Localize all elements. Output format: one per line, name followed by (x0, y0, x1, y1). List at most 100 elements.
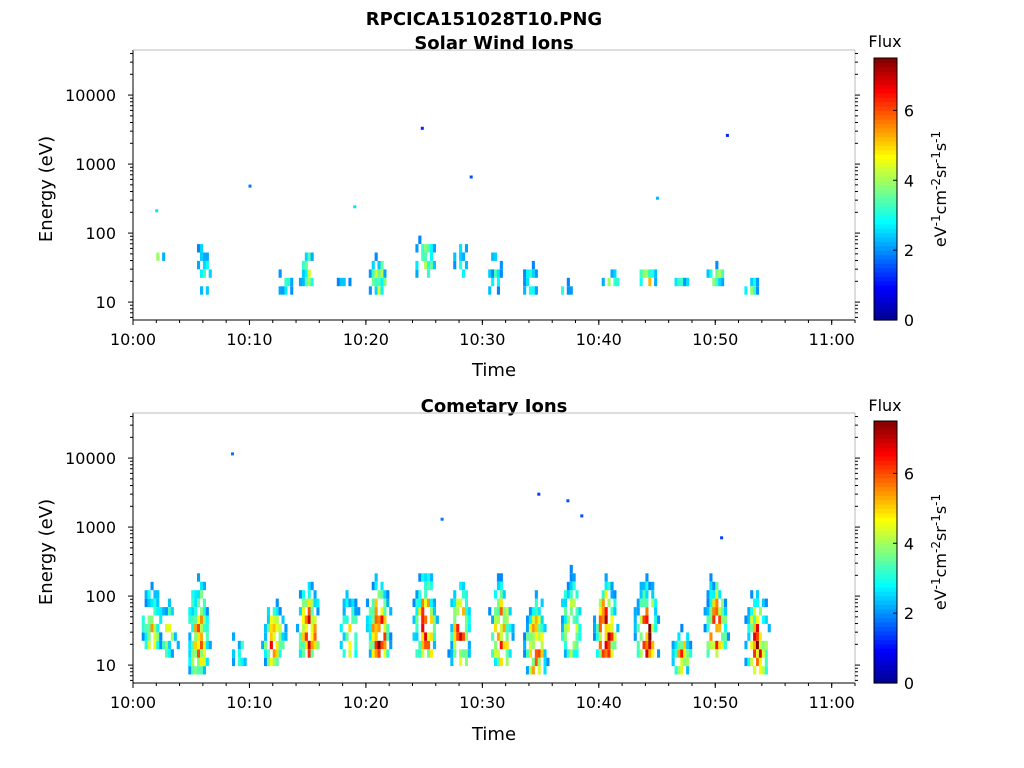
flux-cell (686, 649, 690, 658)
flux-cell (275, 623, 279, 633)
flux-cell (505, 632, 509, 641)
flux-cell (383, 649, 387, 658)
flux-cell (307, 598, 311, 607)
colorbar-swatch (874, 206, 897, 212)
flux-cell (494, 640, 498, 650)
flux-cell (724, 615, 728, 624)
colorbar-swatch (874, 552, 897, 557)
flux-cell (191, 657, 195, 667)
flux-cell (304, 640, 308, 650)
flux-cell (645, 590, 649, 599)
flux-cell (374, 269, 378, 278)
colorbar-swatch (874, 241, 897, 247)
flux-cell (499, 640, 503, 650)
colorbar-swatch (874, 232, 897, 238)
flux-cell (342, 632, 346, 641)
flux-point (725, 133, 729, 137)
flux-cell (264, 632, 268, 641)
flux-cell (645, 615, 649, 624)
flux-cell (540, 623, 544, 633)
flux-cell (639, 277, 643, 287)
flux-cell (488, 286, 492, 295)
flux-cell (648, 623, 652, 633)
flux-cell (689, 640, 693, 650)
flux-cell (674, 277, 678, 287)
flux-cell (764, 649, 768, 658)
flux-cell (156, 640, 160, 650)
flux-cell (491, 649, 495, 658)
colorbar-swatch (874, 573, 897, 579)
flux-cell (756, 657, 760, 667)
flux-cell (430, 252, 434, 261)
flux-cell (761, 615, 765, 624)
flux-cell (718, 623, 722, 633)
flux-cell (601, 615, 605, 624)
flux-cell (191, 623, 195, 633)
flux-cell (232, 632, 236, 641)
flux-cell (462, 607, 466, 616)
flux-cell (572, 649, 576, 658)
flux-cell (651, 590, 655, 599)
colorbar-swatch (874, 215, 897, 221)
flux-cell (275, 615, 279, 624)
colorbar-swatch (874, 223, 897, 229)
flux-cell (450, 598, 454, 607)
flux-cell (301, 260, 305, 270)
flux-cell (421, 607, 425, 616)
flux-cell (712, 598, 716, 607)
flux-cell (301, 640, 305, 650)
flux-cell (205, 607, 209, 616)
colorbar-solar-wind: 0 2 4 6 (873, 57, 914, 330)
flux-cell (616, 623, 620, 633)
flux-cell (761, 649, 765, 658)
colorbar-swatch (874, 228, 897, 234)
colorbar-swatch (874, 429, 897, 435)
flux-cell (750, 607, 754, 616)
flux-cell (505, 640, 509, 650)
colorbar-swatch (874, 162, 897, 168)
flux-cell (753, 598, 757, 607)
flux-cell (610, 632, 614, 641)
flux-cell (345, 632, 349, 641)
flux-cell (371, 649, 375, 658)
flux-cell (313, 632, 317, 641)
flux-cell (610, 623, 614, 633)
flux-cell (284, 632, 288, 641)
flux-cell (386, 632, 390, 641)
y-tick-label: 100 (85, 224, 116, 243)
flux-cell (432, 260, 436, 270)
flux-cell (758, 607, 762, 616)
flux-cell (636, 598, 640, 607)
flux-cell (526, 269, 530, 278)
flux-cell (354, 607, 358, 616)
flux-cell (764, 598, 768, 607)
flux-cell (424, 260, 428, 270)
flux-cell (753, 632, 757, 641)
flux-cell (165, 607, 169, 616)
colorbar-swatch (874, 180, 897, 186)
flux-cell (756, 649, 760, 658)
flux-cell (144, 640, 148, 650)
flux-cell (750, 623, 754, 633)
flux-cell (310, 607, 314, 616)
flux-cell (744, 615, 748, 624)
colorbar-swatch (874, 595, 897, 601)
flux-cell (194, 598, 198, 607)
flux-cell (648, 581, 652, 591)
flux-cell (645, 598, 649, 607)
y-tick-label: 10 (96, 656, 116, 675)
flux-cell (432, 640, 436, 650)
flux-cell (561, 623, 565, 633)
flux-cell (418, 640, 422, 650)
flux-cell (421, 573, 425, 582)
flux-cell (170, 649, 174, 658)
flux-cell (165, 649, 169, 658)
flux-cell (191, 649, 195, 658)
flux-cell (706, 649, 710, 658)
flux-cell (747, 657, 751, 667)
flux-cell (569, 573, 573, 582)
flux-cell (232, 649, 236, 658)
flux-cell (432, 615, 436, 624)
flux-cell (430, 260, 434, 270)
flux-cell (531, 615, 535, 624)
